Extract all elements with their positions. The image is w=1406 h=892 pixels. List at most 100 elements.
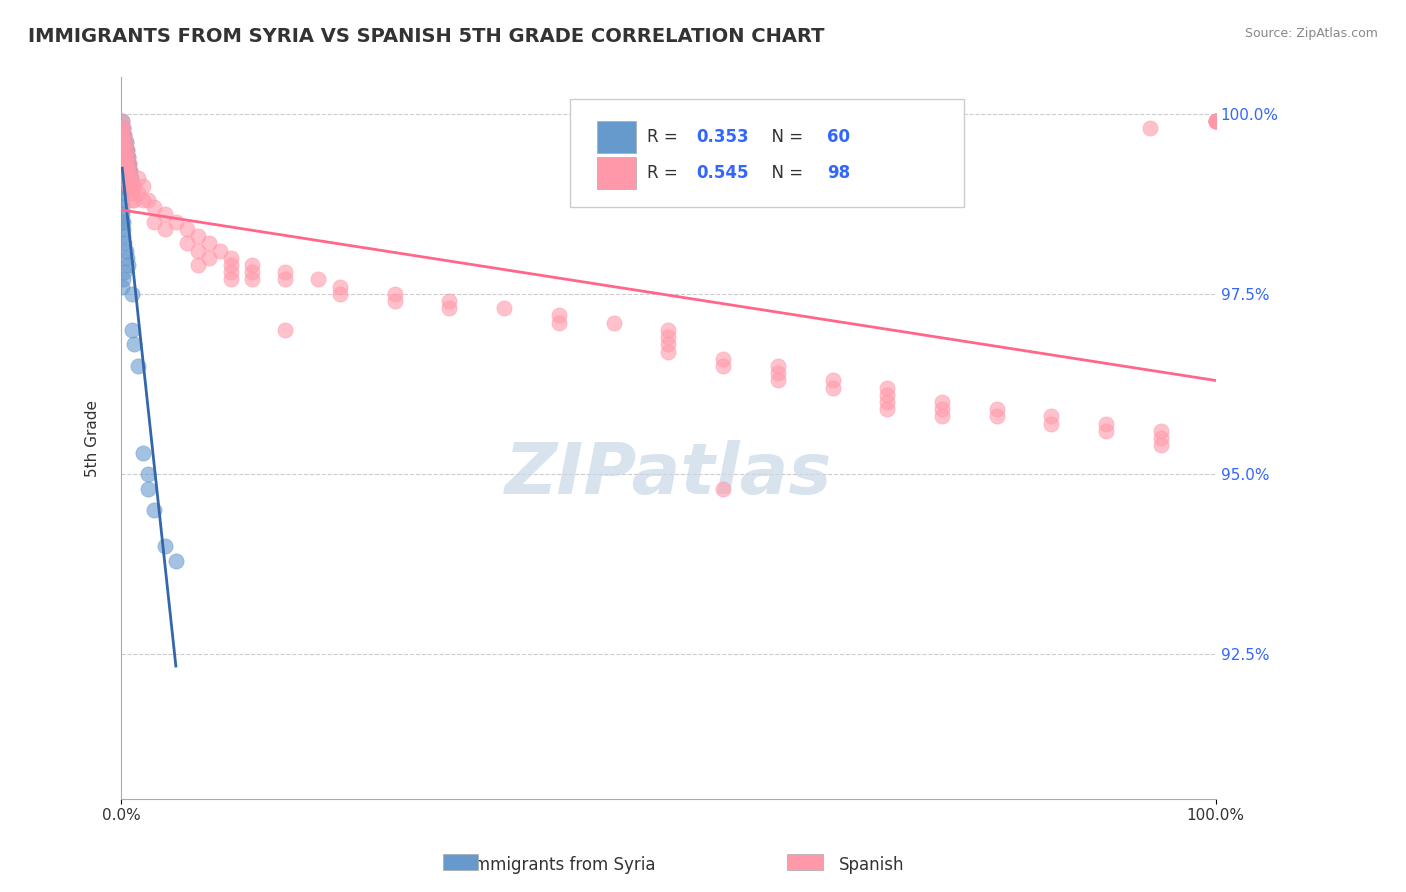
Point [120,171,142,186]
Text: R =: R = [647,128,682,145]
Point [1205,113,1227,128]
Point [115,251,138,265]
Point [112,136,135,150]
Point [165,554,187,568]
Point [494,301,516,316]
Point [242,272,264,286]
Point [122,193,145,207]
Point [187,229,209,244]
Point [111,164,134,178]
FancyBboxPatch shape [598,157,636,189]
Text: IMMIGRANTS FROM SYRIA VS SPANISH 5TH GRADE CORRELATION CHART: IMMIGRANTS FROM SYRIA VS SPANISH 5TH GRA… [28,27,825,45]
Point [118,157,141,171]
Point [112,229,135,244]
Point [112,157,135,171]
Point [112,136,135,150]
Point [1205,113,1227,128]
Point [112,164,135,178]
Point [112,128,135,143]
Point [876,388,898,402]
Point [127,359,149,373]
Point [711,359,734,373]
Point [121,178,143,193]
Point [121,186,143,200]
Point [1040,417,1063,431]
Point [114,136,136,150]
Point [121,193,143,207]
Point [143,215,166,229]
Point [112,157,135,171]
Point [118,171,141,186]
Point [111,207,134,221]
Point [115,143,138,157]
Point [127,171,149,186]
Point [1040,409,1063,424]
Point [112,150,135,164]
Point [197,251,219,265]
Point [132,178,155,193]
Text: 0.545: 0.545 [696,163,748,182]
Point [153,539,176,553]
Text: 98: 98 [827,163,851,182]
Point [121,286,143,301]
Point [766,366,789,380]
Point [439,301,461,316]
Point [138,482,160,496]
Point [111,200,134,214]
Y-axis label: 5th Grade: 5th Grade [86,400,100,476]
Point [114,157,136,171]
Point [766,373,789,387]
Point [219,272,242,286]
Point [111,136,134,150]
Point [274,323,297,337]
Point [114,136,136,150]
Point [117,258,139,272]
Point [821,373,844,387]
Point [329,286,352,301]
Point [114,150,136,164]
Point [274,272,297,286]
Point [384,293,406,308]
FancyBboxPatch shape [569,99,965,207]
Point [219,258,242,272]
Point [242,265,264,279]
Point [1205,113,1227,128]
Point [1139,120,1161,135]
Text: N =: N = [762,163,808,182]
Point [115,157,138,171]
Point [112,215,135,229]
Point [143,503,166,517]
Point [197,236,219,251]
Point [111,113,134,128]
Point [1150,431,1173,445]
Point [122,337,145,351]
Point [117,157,139,171]
Text: 60: 60 [827,128,851,145]
Point [118,178,141,193]
Point [114,150,136,164]
Point [112,143,135,157]
Point [208,244,231,258]
Point [1205,113,1227,128]
Point [112,171,135,186]
Point [219,265,242,279]
Point [118,164,141,178]
Text: ZIPatlas: ZIPatlas [505,440,832,508]
Point [112,157,135,171]
Point [112,272,135,286]
Point [153,207,176,221]
Point [132,445,155,459]
Text: N =: N = [762,128,808,145]
Point [329,279,352,293]
Point [548,309,571,323]
Point [121,323,143,337]
Point [111,120,134,135]
Point [111,157,134,171]
Point [165,215,187,229]
Point [931,395,953,409]
Point [711,351,734,366]
Point [111,128,134,143]
Point [111,215,134,229]
Point [657,330,679,344]
Point [111,120,134,135]
